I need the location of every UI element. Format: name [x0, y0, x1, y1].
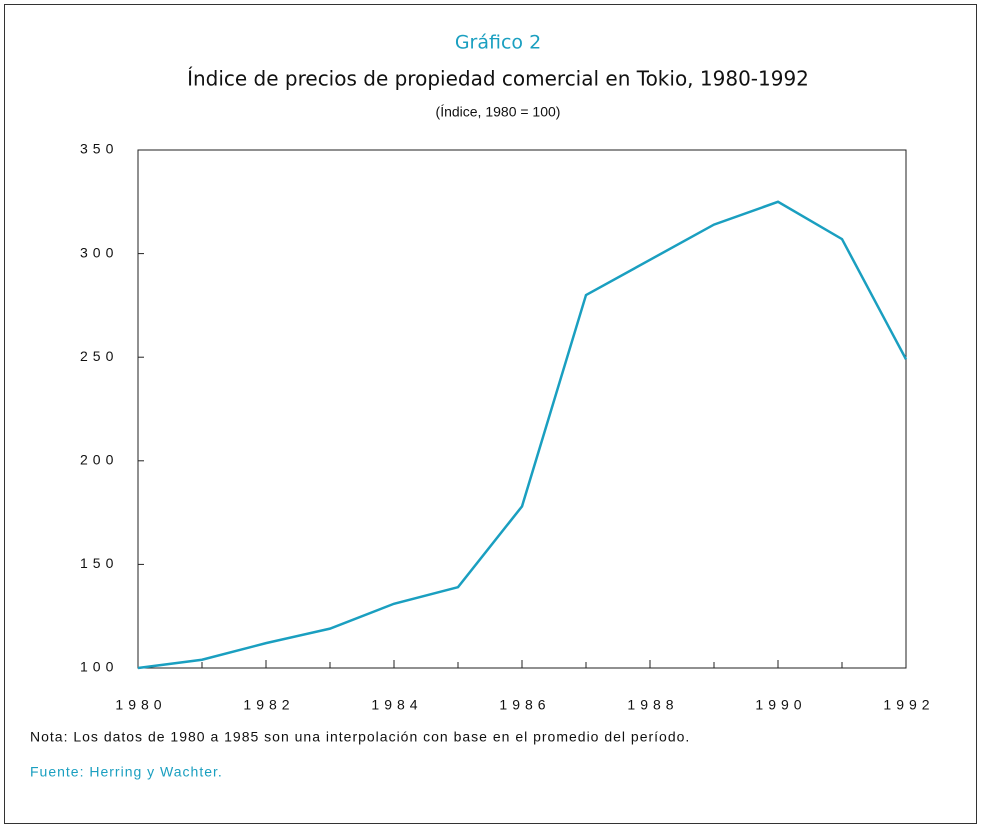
y-tick-label: 350	[80, 141, 118, 157]
chart-label: Gráfico 2	[455, 32, 541, 54]
x-tick-label: 1988	[627, 697, 678, 713]
source: Fuente: Herring y Wachter.	[30, 764, 223, 780]
chart-title: Índice de precios de propiedad comercial…	[187, 67, 809, 91]
x-tick-label: 1992	[883, 697, 934, 713]
x-tick-label: 1982	[243, 697, 294, 713]
y-tick-label: 100	[80, 659, 118, 675]
x-tick-label: 1980	[115, 697, 166, 713]
x-tick-label: 1984	[371, 697, 422, 713]
x-tick-label: 1986	[499, 697, 550, 713]
y-tick-label: 200	[80, 452, 118, 468]
y-tick-label: 150	[80, 555, 118, 571]
y-tick-label: 250	[80, 348, 118, 364]
plot-area	[137, 149, 907, 669]
note: Nota: Los datos de 1980 a 1985 son una i…	[30, 729, 690, 745]
x-tick-label: 1990	[755, 697, 806, 713]
frame	[4, 4, 977, 824]
y-tick-label: 300	[80, 244, 118, 260]
chart-subtitle: (Índice, 1980 = 100)	[436, 104, 561, 120]
line	[137, 200, 908, 670]
